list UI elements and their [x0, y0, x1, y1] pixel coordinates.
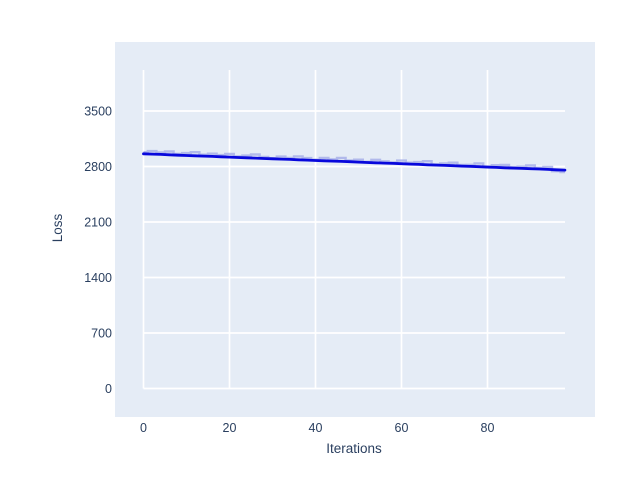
x-tick-label: 80	[481, 421, 495, 435]
y-tick-label: 0	[105, 382, 112, 396]
x-tick-label: 0	[140, 421, 147, 435]
y-tick-labels: 0 700 1400 2100 2800 3500	[84, 105, 112, 397]
gridlines	[142, 70, 565, 390]
x-tick-labels: 0 20 40 60 80	[140, 421, 494, 435]
y-axis-title: Loss	[50, 213, 65, 242]
x-tick-label: 40	[309, 421, 323, 435]
x-tick-label: 20	[223, 421, 237, 435]
x-axis-title: Iterations	[326, 441, 382, 456]
y-tick-label: 2100	[84, 216, 112, 230]
y-tick-label: 700	[91, 327, 112, 341]
raw-loss-line	[143, 149, 565, 174]
plot-background	[115, 42, 595, 417]
y-tick-label: 2800	[84, 160, 112, 174]
x-tick-label: 60	[395, 421, 409, 435]
y-tick-label: 3500	[84, 105, 112, 119]
y-tick-label: 1400	[84, 271, 112, 285]
series-lines	[142, 149, 567, 174]
loss-line	[142, 152, 567, 172]
